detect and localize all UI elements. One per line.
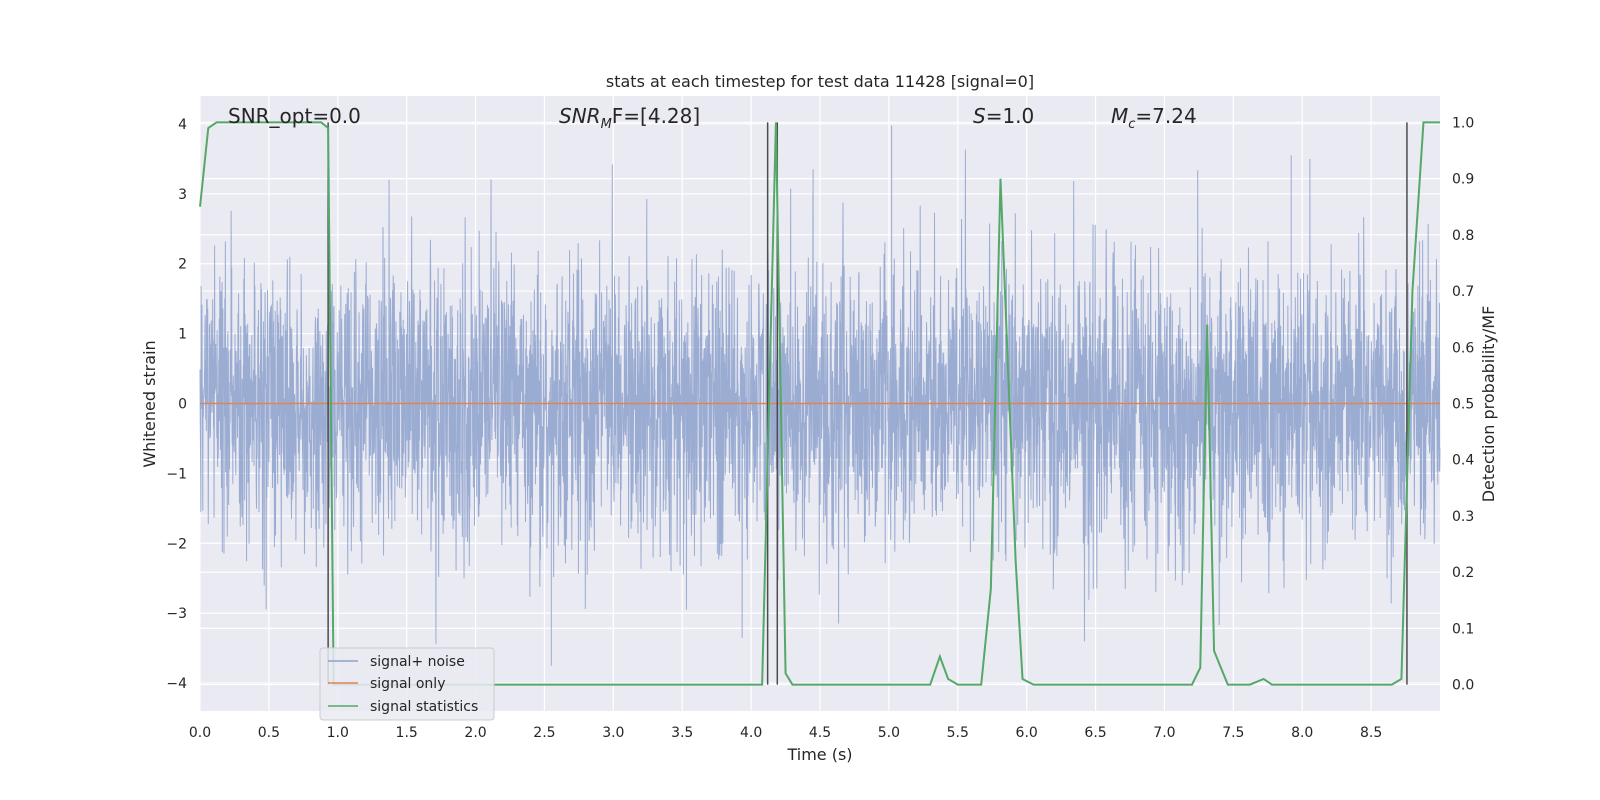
legend: signal+ noise signal only signal statist…	[319, 647, 495, 721]
y-tick-labels: 4 3 2 1 0 −1 −2 −3 −4	[166, 117, 187, 692]
legend-label-signal-only: signal only	[370, 676, 445, 692]
y2-tick-label: 0.8	[1452, 228, 1474, 244]
x-tick-label: 5.5	[947, 725, 969, 741]
y2-tick-label: 0.7	[1452, 284, 1474, 300]
legend-box	[319, 647, 495, 721]
mc-annotation: Mc=7.24	[1111, 104, 1197, 132]
y-tick-label: −4	[166, 676, 187, 692]
mc-sub: c	[1128, 117, 1135, 132]
snr-mf-main: SNR	[559, 104, 601, 128]
y2-tick-labels: 1.0 0.9 0.8 0.7 0.6 0.5 0.4 0.3 0.2 0.1 0.0	[1452, 115, 1474, 693]
x-tick-label: 1.0	[327, 725, 349, 741]
x-tick-label: 7.5	[1222, 725, 1244, 741]
x-tick-label: 0.0	[189, 725, 211, 741]
y-tick-label: 3	[178, 187, 187, 203]
y-tick-label: 4	[178, 117, 187, 133]
y-tick-label: 1	[178, 327, 187, 343]
x-tick-labels: 0.0 0.5 1.0 1.5 2.0 2.5 3.0 3.5 4.0 4.5 5.0 5.5 6.0 6…	[189, 725, 1382, 741]
legend-label-signal-statistics: signal statistics	[370, 699, 478, 715]
x-tick-label: 7.0	[1153, 725, 1175, 741]
x-tick-label: 6.0	[1016, 725, 1038, 741]
legend-label-signal-noise: signal+ noise	[370, 654, 465, 670]
y-tick-label: −1	[166, 466, 187, 482]
x-axis-label: Time (s)	[786, 745, 852, 764]
x-tick-label: 6.5	[1084, 725, 1106, 741]
snr-mf-rest: F=[4.28]	[612, 104, 700, 128]
mc-main: M	[1111, 104, 1128, 128]
y-tick-label: −3	[166, 606, 187, 622]
mc-rest: =7.24	[1135, 104, 1196, 128]
chart-title: stats at each timestep for test data 114…	[606, 72, 1034, 91]
s-rest: =1.0	[986, 104, 1035, 128]
x-tick-label: 8.0	[1291, 725, 1313, 741]
s-annotation: S=1.0	[973, 104, 1034, 128]
y-tick-label: 0	[178, 397, 187, 413]
x-tick-label: 1.5	[396, 725, 418, 741]
plot-area	[199, 125, 1441, 666]
x-tick-label: 2.0	[464, 725, 486, 741]
x-tick-label: 2.5	[533, 725, 555, 741]
y2-tick-label: 0.2	[1452, 565, 1474, 581]
snr-mf-annotation: SNRMF=[4.28]	[559, 104, 700, 132]
s-main: S	[973, 104, 986, 128]
x-tick-label: 8.5	[1360, 725, 1382, 741]
x-tick-label: 4.0	[740, 725, 762, 741]
y2-tick-label: 1.0	[1452, 115, 1474, 131]
x-tick-label: 0.5	[258, 725, 280, 741]
y2-tick-label: 0.0	[1452, 678, 1474, 694]
y2-tick-label: 0.5	[1452, 397, 1474, 413]
y2-tick-label: 0.6	[1452, 340, 1474, 356]
y2-axis-label: Detection probability/MF	[1479, 306, 1498, 503]
y2-tick-label: 0.3	[1452, 509, 1474, 525]
y2-tick-label: 0.4	[1452, 453, 1474, 469]
y-tick-label: 2	[178, 257, 187, 273]
x-tick-label: 3.5	[671, 725, 693, 741]
y2-tick-label: 0.9	[1452, 172, 1474, 188]
x-tick-label: 3.0	[602, 725, 624, 741]
x-tick-label: 5.0	[878, 725, 900, 741]
x-tick-label: 4.5	[809, 725, 831, 741]
snr-mf-sub: M	[601, 117, 612, 132]
snr-opt-annotation: SNR_opt=0.0	[228, 104, 361, 128]
signal-noise-series	[199, 125, 1441, 666]
y-tick-label: −2	[166, 536, 187, 552]
y2-tick-label: 0.1	[1452, 621, 1474, 637]
y-axis-label: Whitened strain	[140, 340, 159, 467]
